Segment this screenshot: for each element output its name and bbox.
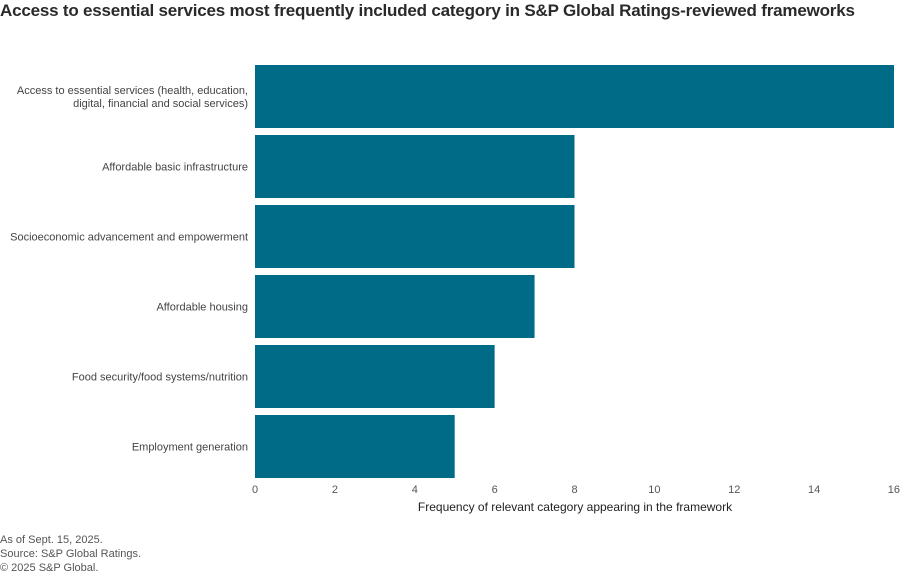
category-label: Food security/food systems/nutrition: [72, 372, 248, 384]
x-tick-label: 10: [648, 484, 660, 496]
x-tick-label: 8: [571, 484, 577, 496]
x-axis-ticks: 0 2 4 6 8 10 12 14 16: [252, 484, 900, 496]
x-axis-title: Frequency of relevant category appearing…: [418, 500, 733, 514]
category-labels: Access to essential services (health, ed…: [10, 85, 248, 454]
bar: [255, 65, 894, 128]
bar-chart: Access to essential services (health, ed…: [10, 65, 900, 514]
bar: [255, 135, 575, 198]
x-tick-label: 0: [252, 484, 258, 496]
footer-copyright: © 2025 S&P Global.: [0, 562, 99, 574]
category-label: Affordable basic infrastructure: [102, 162, 248, 174]
chart-footer: As of Sept. 15, 2025. Source: S&P Global…: [0, 533, 141, 575]
footer-date: As of Sept. 15, 2025.: [0, 534, 103, 546]
x-tick-label: 12: [728, 484, 740, 496]
category-label: Access to essential services (health, ed…: [17, 85, 248, 110]
bar: [255, 275, 535, 338]
footer-source: Source: S&P Global Ratings.: [0, 548, 142, 560]
x-tick-label: 6: [492, 484, 498, 496]
x-tick-label: 2: [332, 484, 338, 496]
x-tick-label: 16: [888, 484, 900, 496]
category-label: Affordable housing: [156, 302, 248, 314]
bar: [255, 345, 495, 408]
bar: [255, 415, 455, 478]
x-tick-label: 14: [808, 484, 820, 496]
bar: [255, 205, 575, 268]
category-label: Employment generation: [132, 442, 248, 454]
bars-group: [255, 65, 894, 478]
x-tick-label: 4: [412, 484, 418, 496]
chart-title: Access to essential services most freque…: [0, 1, 855, 20]
category-label: Socioeconomic advancement and empowermen…: [10, 232, 248, 244]
